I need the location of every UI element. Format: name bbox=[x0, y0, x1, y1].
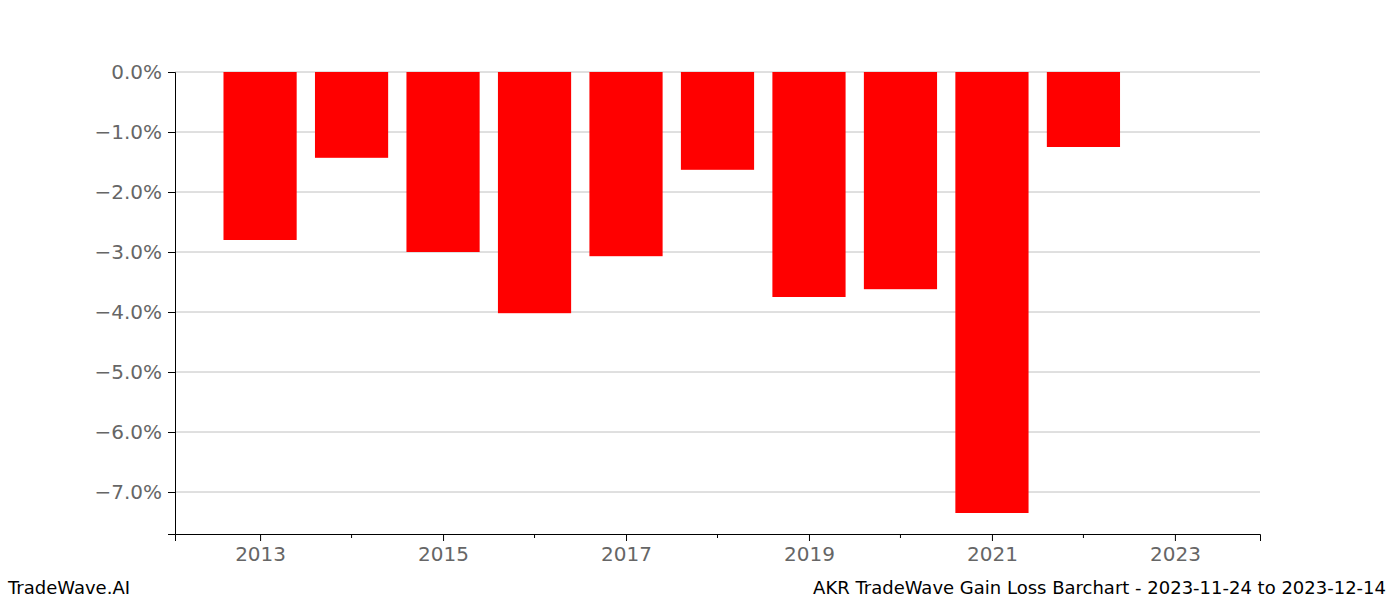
y-tick: −5.0% bbox=[94, 360, 175, 384]
grid-line bbox=[175, 432, 1260, 433]
bar bbox=[223, 72, 296, 240]
x-tick: 2021 bbox=[967, 534, 1018, 566]
y-tick: −4.0% bbox=[94, 300, 175, 324]
chart: 0.0% −1.0% −2.0% −3.0% −4.0% −5.0% −6.0% −7.0% 2… bbox=[0, 0, 1400, 600]
x-tick: 2023 bbox=[1150, 534, 1201, 566]
x-tick-label: 2015 bbox=[418, 542, 469, 566]
y-tick: −1.0% bbox=[94, 120, 175, 144]
bar bbox=[589, 72, 662, 256]
x-tick: 2017 bbox=[601, 534, 652, 566]
x-tick-mark bbox=[992, 534, 993, 541]
bar bbox=[681, 72, 754, 170]
x-tick: 2015 bbox=[418, 534, 469, 566]
x-tick-mark bbox=[809, 534, 810, 541]
y-tick-mark bbox=[168, 432, 175, 433]
bar bbox=[772, 72, 845, 297]
y-tick: −7.0% bbox=[94, 480, 175, 504]
x-minor-tick bbox=[717, 534, 718, 538]
x-minor-tick bbox=[1083, 534, 1084, 538]
y-tick: −3.0% bbox=[94, 240, 175, 264]
y-tick-label: 0.0% bbox=[111, 60, 162, 84]
x-minor-tick bbox=[534, 534, 535, 538]
grid-line bbox=[175, 252, 1260, 253]
y-tick-mark bbox=[168, 252, 175, 253]
y-tick-label: −2.0% bbox=[94, 180, 162, 204]
x-minor-tick bbox=[351, 534, 352, 538]
y-tick-label: −4.0% bbox=[94, 300, 162, 324]
y-tick-label: −1.0% bbox=[94, 120, 162, 144]
y-tick: 0.0% bbox=[111, 60, 175, 84]
x-tick-label: 2021 bbox=[967, 542, 1018, 566]
bar bbox=[955, 72, 1028, 513]
x-tick: 2013 bbox=[235, 534, 286, 566]
y-tick-mark bbox=[168, 312, 175, 313]
watermark: TradeWave.AI bbox=[7, 577, 130, 598]
x-tick: 2019 bbox=[784, 534, 835, 566]
x-tick-mark bbox=[1175, 534, 1176, 541]
x-tick-mark bbox=[443, 534, 444, 541]
grid-line bbox=[175, 492, 1260, 493]
x-minor-ticks bbox=[352, 534, 1084, 538]
grid-line bbox=[175, 312, 1260, 313]
y-axis: 0.0% −1.0% −2.0% −3.0% −4.0% −5.0% −6.0% −7.0% bbox=[94, 60, 175, 535]
y-tick: −2.0% bbox=[94, 180, 175, 204]
y-tick-label: −5.0% bbox=[94, 360, 162, 384]
y-tick-mark bbox=[168, 192, 175, 193]
x-tick-mark bbox=[626, 534, 627, 541]
x-tick-label: 2023 bbox=[1150, 542, 1201, 566]
bar bbox=[498, 72, 571, 313]
y-tick: −6.0% bbox=[94, 420, 175, 444]
y-tick-mark bbox=[168, 372, 175, 373]
x-tick-label: 2017 bbox=[601, 542, 652, 566]
bars bbox=[223, 72, 1120, 513]
x-tick-mark bbox=[260, 534, 261, 541]
bar bbox=[315, 72, 388, 158]
bar bbox=[864, 72, 937, 289]
y-tick-label: −7.0% bbox=[94, 480, 162, 504]
grid-line bbox=[175, 192, 1260, 193]
y-tick-label: −6.0% bbox=[94, 420, 162, 444]
y-tick-mark bbox=[168, 72, 175, 73]
title: AKR TradeWave Gain Loss Barchart - 2023-… bbox=[813, 577, 1386, 598]
x-tick-label: 2013 bbox=[235, 542, 286, 566]
grid bbox=[175, 72, 1260, 492]
bar bbox=[406, 72, 479, 252]
x-tick-label: 2019 bbox=[784, 542, 835, 566]
y-tick-mark bbox=[168, 132, 175, 133]
x-minor-tick bbox=[900, 534, 901, 538]
y-tick-label: −3.0% bbox=[94, 240, 162, 264]
y-axis-line bbox=[168, 73, 176, 535]
grid-line bbox=[175, 372, 1260, 373]
x-axis-line bbox=[176, 535, 1261, 542]
x-axis: 2013 2015 2017 2019 2021 2023 bbox=[176, 534, 1261, 566]
bar bbox=[1047, 72, 1120, 147]
y-tick-mark bbox=[168, 492, 175, 493]
